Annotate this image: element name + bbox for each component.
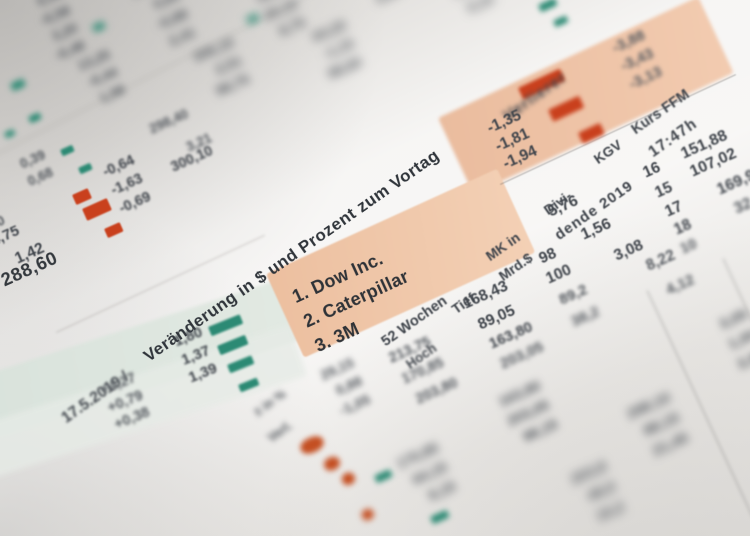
blurred-column-b2: 163,80 203,05 98,15: [496, 378, 561, 446]
top-gain-dash-1: [538, 0, 558, 13]
left-loss-bar-3: [104, 222, 124, 239]
bottom-red-dot-4: [360, 507, 376, 523]
top-gain-dash-3: [10, 78, 27, 92]
left-gain-dash-3: [28, 112, 42, 124]
bottom-red-dot-1: [298, 433, 327, 457]
blurred-column-t5: 28,10 19,45 6,10: [450, 0, 497, 16]
header-verl: Verl.: [265, 418, 295, 446]
value-29840: 298,40: [146, 106, 191, 137]
kgv-value-1: 16: [640, 158, 664, 182]
left-gain-dash-4: [4, 128, 16, 139]
dividende-value-3: 3,08: [611, 236, 646, 265]
left-loss-bar-1: [72, 188, 93, 206]
blurred-column-b7: 203,8 49,0 15,2: [568, 457, 628, 526]
bottom-red-dot-3: [340, 470, 357, 487]
blurred-column-b5: 3,05 1,00 3,92: [716, 305, 750, 374]
top-gain-dash-4: [92, 21, 106, 33]
bottom-teal-dash-2: [430, 509, 450, 525]
dividende-value-5: 4,12: [663, 271, 697, 299]
top-gain-dash-2: [553, 15, 569, 28]
left-column-a: 0,39 0,68: [17, 147, 56, 189]
bottom-red-dot-2: [322, 454, 342, 473]
mk-value-extra: 38,2: [568, 303, 602, 331]
blurred-column-b4: 298,10 88,15 21,45: [624, 388, 692, 460]
kurs-value-4: 32: [731, 194, 750, 218]
blurred-column-b1: 29,15 0,88 -1,05: [317, 354, 373, 419]
dividende-value-4: 8,22: [643, 246, 678, 275]
left-gain-dash-1: [60, 144, 75, 157]
column-rule-bottom-right-2: [722, 258, 750, 531]
